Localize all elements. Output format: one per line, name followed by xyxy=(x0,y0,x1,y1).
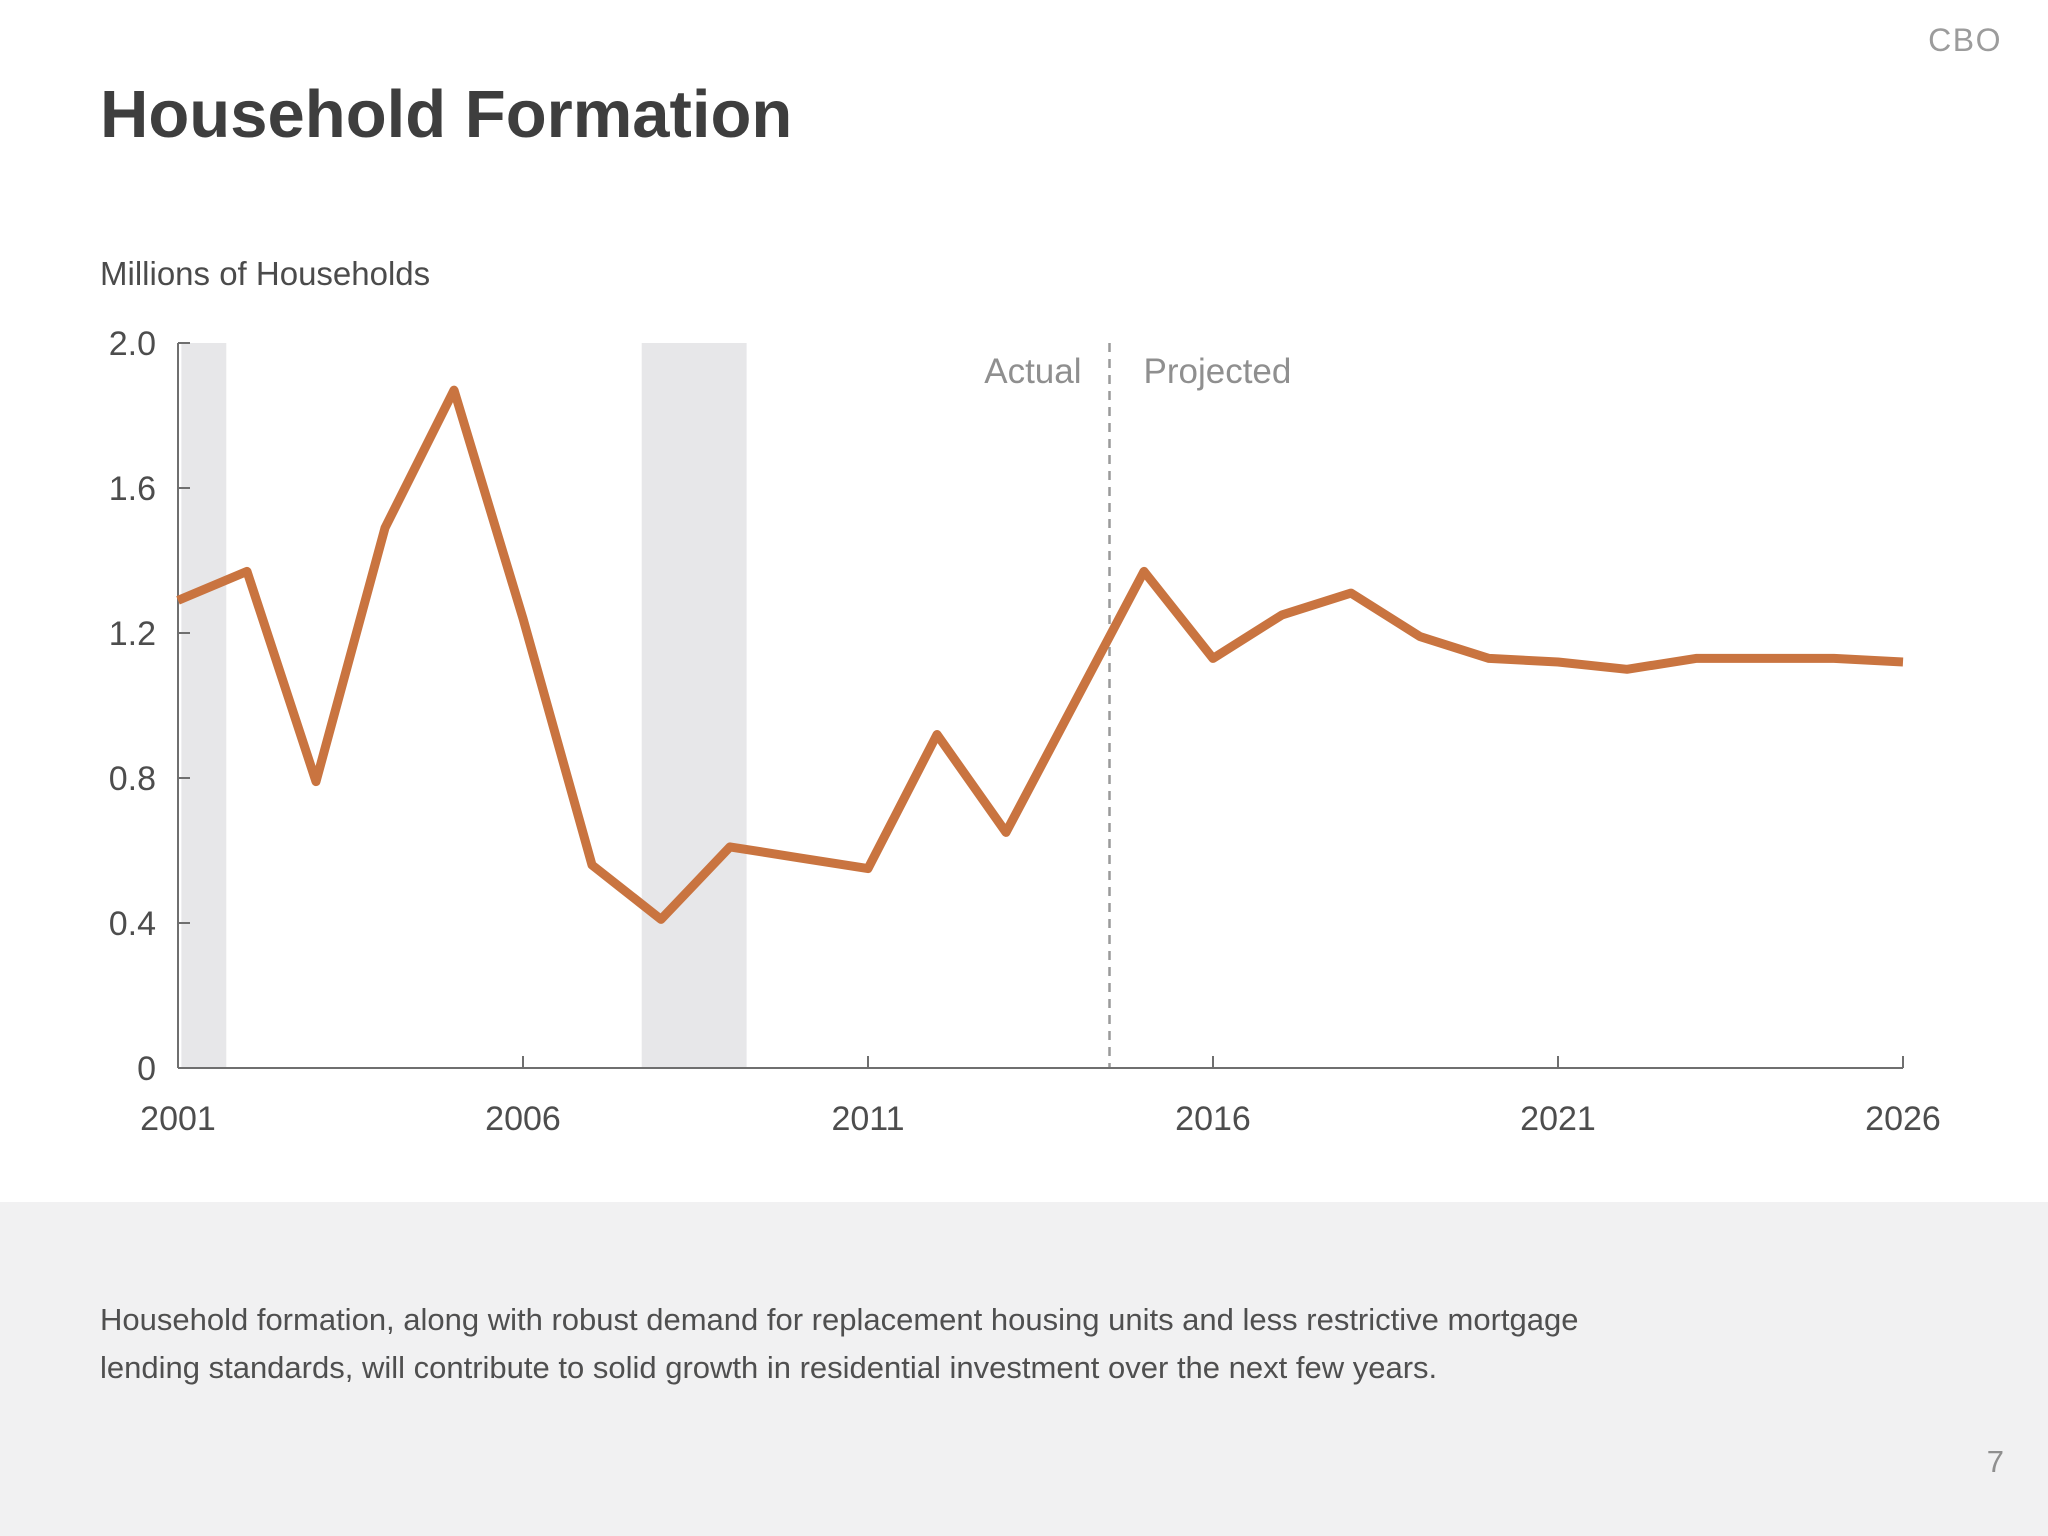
x-tick-label: 2001 xyxy=(140,1100,216,1138)
x-tick-label: 2011 xyxy=(831,1100,904,1138)
page-title: Household Formation xyxy=(100,77,793,152)
caption-line-1: Household formation, along with robust d… xyxy=(100,1302,1579,1337)
actual-label: Actual xyxy=(984,352,1081,391)
household-formation-chart: Actual Projected 0 0.4 0.8 1.2 1.6 2.0 2001 2006 2… xyxy=(109,325,1941,1138)
caption-text: Household formation, along with robust d… xyxy=(100,1296,1600,1392)
y-tick-label: 0 xyxy=(137,1050,156,1088)
x-tick-label: 2021 xyxy=(1520,1100,1596,1138)
page-number: 7 xyxy=(1986,1444,2004,1479)
y-tick-label: 0.4 xyxy=(109,905,156,943)
y-axis-units-label: Millions of Households xyxy=(100,255,431,292)
household-formation-line xyxy=(176,385,1904,924)
cbo-logo: CBO xyxy=(1928,22,2002,58)
recession-band xyxy=(181,343,227,1068)
y-tick-label: 0.8 xyxy=(109,760,156,798)
x-tick-label: 2026 xyxy=(1865,1100,1941,1138)
recession-band xyxy=(641,343,747,1068)
caption-line-2: lending standards, will contribute to so… xyxy=(100,1350,1438,1385)
caption-band xyxy=(0,1202,2048,1536)
y-tick-label: 1.2 xyxy=(109,615,156,653)
y-tick-label: 1.6 xyxy=(109,470,156,508)
x-tick-label: 2016 xyxy=(1175,1100,1251,1138)
projected-label: Projected xyxy=(1144,352,1292,391)
x-tick-label: 2006 xyxy=(485,1100,561,1138)
y-tick-label: 2.0 xyxy=(109,325,156,363)
